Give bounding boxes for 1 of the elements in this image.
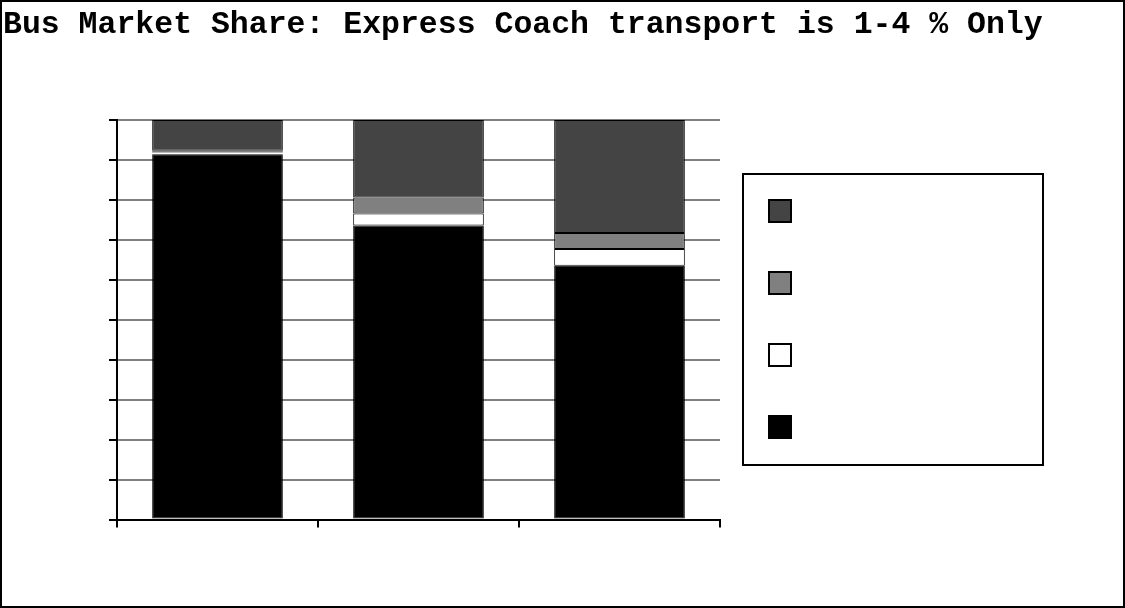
chart-title: Bus Market Share: Express Coach transport is 1-4 % Only: [3, 7, 1043, 42]
